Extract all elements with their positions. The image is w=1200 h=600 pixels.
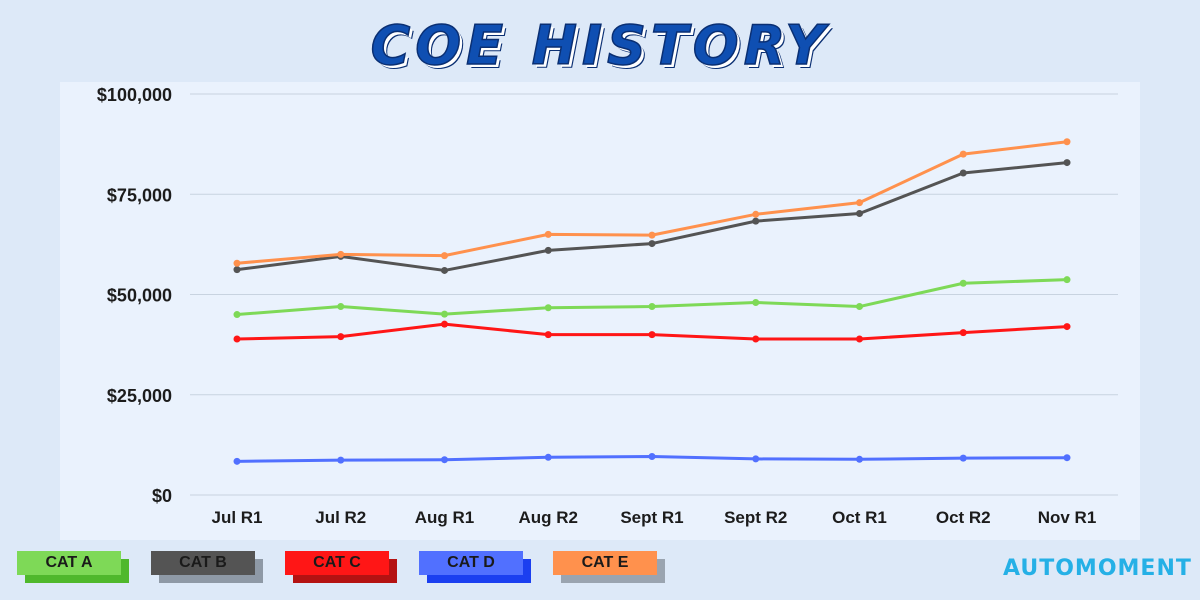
y-tick-label: $75,000 — [107, 185, 172, 205]
data-point — [544, 246, 552, 254]
data-point — [1063, 159, 1071, 167]
data-point — [648, 453, 656, 461]
x-tick-label: Aug R2 — [519, 508, 579, 527]
data-point — [856, 335, 863, 343]
data-point — [959, 454, 967, 462]
data-point — [648, 240, 656, 248]
data-point — [233, 266, 241, 274]
data-point — [1063, 138, 1071, 146]
data-point — [752, 455, 760, 463]
legend-item-cat-e: CAT E — [553, 551, 665, 583]
chart-title: COE HISTORY — [370, 13, 830, 78]
y-tick-label: $0 — [152, 486, 172, 506]
data-point — [856, 303, 863, 311]
data-point — [544, 453, 552, 461]
x-tick-label: Nov R1 — [1038, 508, 1097, 527]
data-point — [233, 457, 241, 465]
data-point — [752, 217, 760, 225]
data-point — [856, 199, 863, 207]
data-point — [337, 250, 345, 258]
data-point — [1063, 323, 1071, 331]
brand-logo: AUTOMOMENT — [1003, 556, 1192, 581]
y-tick-label: $100,000 — [97, 85, 172, 105]
legend-label: CAT A — [17, 551, 121, 575]
data-point — [752, 299, 760, 307]
data-point — [959, 329, 967, 337]
data-point — [856, 209, 863, 217]
data-point — [959, 279, 967, 287]
data-point — [544, 230, 552, 238]
x-tick-label: Jul R1 — [211, 508, 262, 527]
legend-item-cat-c: CAT C — [285, 551, 397, 583]
legend-item-cat-d: CAT D — [419, 551, 531, 583]
legend-label: CAT D — [419, 551, 523, 575]
data-point — [233, 311, 241, 319]
data-point — [648, 303, 656, 311]
series-cat-d — [233, 453, 1071, 465]
x-tick-label: Jul R2 — [315, 508, 366, 527]
x-tick-label: Oct R2 — [936, 508, 991, 527]
series-cat-b — [233, 159, 1071, 274]
series-cat-e — [233, 138, 1071, 267]
legend-label: CAT B — [151, 551, 255, 575]
data-point — [441, 320, 448, 328]
data-point — [1063, 276, 1071, 284]
y-tick-label: $50,000 — [107, 286, 172, 306]
y-tick-label: $25,000 — [107, 386, 172, 406]
legend-label: CAT C — [285, 551, 389, 575]
data-point — [959, 169, 967, 177]
data-point — [1063, 454, 1071, 462]
plot-panel — [60, 82, 1140, 540]
x-tick-label: Oct R1 — [832, 508, 887, 527]
x-tick-label: Sept R1 — [620, 508, 683, 527]
data-point — [856, 455, 863, 463]
series-cat-c — [233, 320, 1071, 343]
data-point — [441, 252, 448, 260]
data-point — [752, 210, 760, 218]
data-point — [648, 231, 656, 239]
data-point — [233, 259, 241, 267]
data-point — [441, 456, 448, 464]
legend-item-cat-b: CAT B — [151, 551, 263, 583]
series-cat-a — [233, 276, 1071, 319]
data-point — [233, 335, 241, 343]
data-point — [337, 456, 345, 464]
data-point — [337, 303, 345, 311]
data-point — [648, 331, 656, 339]
data-point — [441, 310, 448, 318]
data-point — [544, 331, 552, 339]
legend-label: CAT E — [553, 551, 657, 575]
data-point — [337, 333, 345, 341]
data-point — [752, 335, 760, 343]
data-point — [959, 150, 967, 158]
data-point — [441, 266, 448, 274]
x-tick-label: Aug R1 — [415, 508, 475, 527]
data-point — [544, 304, 552, 312]
legend-item-cat-a: CAT A — [17, 551, 129, 583]
x-tick-label: Sept R2 — [724, 508, 787, 527]
